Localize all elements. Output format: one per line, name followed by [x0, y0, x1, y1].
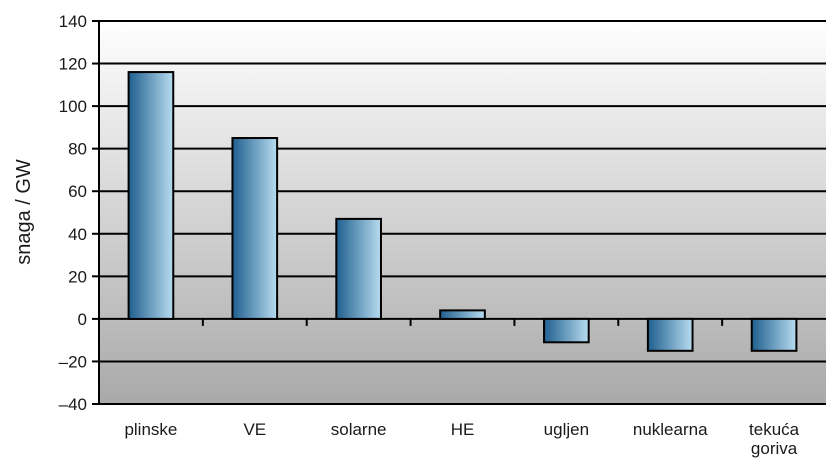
- x-tick-label: HE: [451, 420, 475, 439]
- y-tick-label: 80: [68, 140, 87, 159]
- plot-background: [99, 21, 826, 404]
- y-tick-label: 40: [68, 225, 87, 244]
- y-axis: 140 120 100 80 60 40 20 0 –20 –40: [59, 12, 100, 414]
- x-tick-label: solarne: [331, 420, 387, 439]
- y-tick-label: –40: [59, 395, 87, 414]
- x-tick-label-line: ugljen: [544, 420, 589, 439]
- x-tick-label-line: solarne: [331, 420, 387, 439]
- bar-plinske: [127, 71, 175, 320]
- y-tick-label: 20: [68, 267, 87, 286]
- bars: [127, 71, 798, 352]
- bar-nuklearna: [646, 317, 694, 352]
- x-tick-label: plinske: [124, 420, 177, 439]
- x-tick-label: ugljen: [544, 420, 589, 439]
- y-tick-label: 140: [59, 12, 87, 31]
- x-tick-label-line: VE: [243, 420, 266, 439]
- x-tick-label: VE: [243, 420, 266, 439]
- x-axis: plinske VE solarne HE ugljen nuklearna tekuća g…: [99, 318, 826, 458]
- x-tick-label-line: plinske: [124, 420, 177, 439]
- bar-solarne: [335, 217, 382, 320]
- x-tick-label: tekuća goriva: [749, 420, 800, 458]
- x-tick-label: nuklearna: [633, 420, 708, 439]
- grid-lines: [99, 20, 826, 363]
- x-tick-label-line: tekuća: [749, 420, 800, 439]
- bar-HE: [439, 309, 486, 320]
- bar-ugljen: [543, 317, 590, 344]
- bar-tekuća-goriva: [750, 317, 798, 352]
- y-tick-label: –20: [59, 352, 87, 371]
- y-tick-label: 120: [59, 55, 87, 74]
- x-tick-label-line: HE: [451, 420, 475, 439]
- x-tick-label-line: nuklearna: [633, 420, 708, 439]
- y-axis-title: snaga / GW: [13, 159, 35, 265]
- y-tick-label: 60: [68, 182, 87, 201]
- y-tick-label: 100: [59, 97, 87, 116]
- x-tick-label-line: goriva: [751, 439, 798, 458]
- y-tick-label: 0: [78, 310, 87, 329]
- bar-VE: [231, 137, 279, 320]
